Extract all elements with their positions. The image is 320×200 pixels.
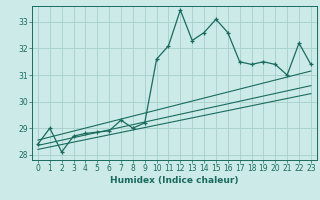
X-axis label: Humidex (Indice chaleur): Humidex (Indice chaleur) (110, 176, 239, 185)
